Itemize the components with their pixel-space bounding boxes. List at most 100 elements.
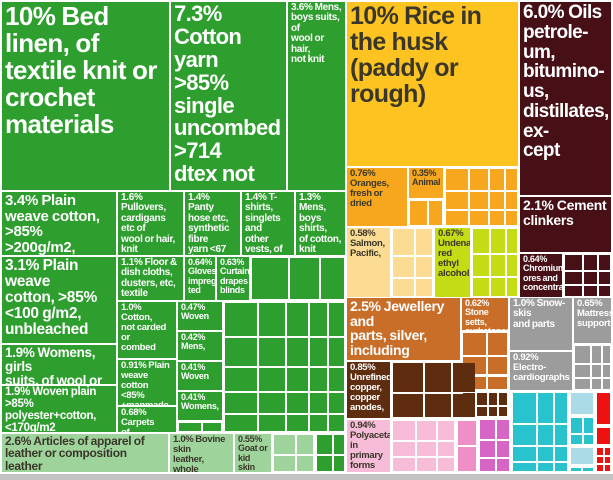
treemap-cell-unlabeled[interactable] [513,393,537,423]
treemap-cell-unlabeled[interactable] [476,406,487,416]
treemap-cell[interactable]: 0.67% Undenatu- red ethyl alcohol [435,228,470,297]
treemap-cell-unlabeled[interactable] [286,368,308,391]
treemap-cell-unlabeled[interactable] [497,420,509,440]
treemap-cell[interactable]: 0.55% Goat or kid skin leather, [235,434,271,472]
treemap-cell-unlabeled[interactable] [458,421,476,445]
treemap-cell-unlabeled[interactable] [289,258,319,299]
treemap-cell-unlabeled[interactable] [424,363,452,392]
treemap-cell-unlabeled[interactable] [329,414,344,431]
treemap-cell-unlabeled[interactable] [453,363,475,392]
treemap-cell-unlabeled[interactable] [506,255,517,276]
treemap-cell-unlabeled[interactable] [598,286,610,296]
treemap-cell-unlabeled[interactable] [446,211,469,225]
treemap-cell[interactable]: 0.63% Curtains drapes blinds [217,257,249,300]
treemap-cell-unlabeled[interactable] [575,379,590,389]
treemap-cell-unlabeled[interactable] [286,338,308,366]
treemap-cell[interactable]: 0.64% Chromium ores and concentrates [520,254,562,297]
treemap-cell-unlabeled[interactable] [225,392,257,413]
treemap-cell[interactable]: 0.94% Polyacetals, in primary forms [347,420,390,472]
treemap-cell-unlabeled[interactable] [309,303,328,337]
treemap-cell-unlabeled[interactable] [329,303,344,337]
treemap-cell[interactable]: 2.1% Cement clinkers [520,197,611,252]
treemap-cell[interactable]: 1.4% T-shirts, singlets and other vests,… [242,192,294,255]
treemap-cell-unlabeled[interactable] [565,272,582,285]
treemap-cell-unlabeled[interactable] [309,368,328,391]
treemap-cell-unlabeled[interactable] [591,364,601,378]
treemap-cell-unlabeled[interactable] [320,258,344,299]
treemap-cell-unlabeled[interactable] [604,465,610,471]
treemap-cell-unlabeled[interactable] [488,406,498,416]
treemap-cell-unlabeled[interactable] [583,272,597,285]
treemap-cell-unlabeled[interactable] [499,393,507,405]
treemap-cell-unlabeled[interactable] [334,455,344,471]
treemap-cell-unlabeled[interactable] [410,201,427,225]
treemap-cell-unlabeled[interactable] [446,169,469,191]
treemap-cell-unlabeled[interactable] [506,277,517,296]
treemap-cell-unlabeled[interactable] [393,279,414,296]
treemap-cell-unlabeled[interactable] [274,435,295,454]
treemap-cell-unlabeled[interactable] [480,441,496,457]
treemap-cell-unlabeled[interactable] [286,392,308,413]
treemap-cell-unlabeled[interactable] [274,455,295,471]
treemap-cell-unlabeled[interactable] [258,338,285,366]
treemap-cell[interactable]: 1.0% Bovine skin leather, whole [170,434,233,472]
treemap-cell-unlabeled[interactable] [505,192,517,210]
treemap-cell[interactable]: 1.0% Snow-skis and parts [510,298,572,350]
treemap-cell[interactable]: 0.41% Womens, [178,392,222,420]
treemap-cell-unlabeled[interactable] [499,406,507,416]
treemap-cell-unlabeled[interactable] [473,229,490,254]
treemap-cell-unlabeled[interactable] [415,256,432,278]
treemap-cell[interactable]: 0.76% Oranges, fresh or dried [347,168,407,226]
treemap-cell-unlabeled[interactable] [296,455,313,471]
treemap-cell-unlabeled[interactable] [476,393,487,405]
treemap-cell-unlabeled[interactable] [329,392,344,413]
treemap-cell-unlabeled[interactable] [225,338,257,366]
treemap-cell-unlabeled[interactable] [393,363,423,392]
treemap-cell-unlabeled[interactable] [598,272,610,285]
treemap-cell-unlabeled[interactable] [473,277,490,296]
treemap-cell-unlabeled[interactable] [505,211,517,225]
treemap-cell[interactable]: 0.58% Salmon, Pacific, [347,228,390,297]
treemap-cell-unlabeled[interactable] [470,169,488,191]
treemap-cell-unlabeled[interactable] [470,211,488,225]
treemap-cell-unlabeled[interactable] [489,192,504,210]
treemap-cell-unlabeled[interactable] [309,392,328,413]
treemap-cell-unlabeled[interactable] [583,255,597,271]
treemap-cell-unlabeled[interactable] [575,364,590,378]
treemap-cell-unlabeled[interactable] [488,333,507,356]
treemap-cell-unlabeled[interactable] [437,421,454,440]
treemap-cell-unlabeled[interactable] [258,303,285,337]
treemap-cell[interactable]: 0.92% Electro-cardiographs [510,352,572,390]
treemap-cell-unlabeled[interactable] [555,393,567,423]
treemap-cell-unlabeled[interactable] [329,368,344,391]
treemap-cell-unlabeled[interactable] [538,425,553,446]
treemap-cell-unlabeled[interactable] [597,456,603,463]
treemap-cell-unlabeled[interactable] [602,379,610,389]
treemap-cell-unlabeled[interactable] [491,229,505,254]
treemap-cell[interactable]: 1.0% Cotton, not carded or combed [118,302,176,358]
treemap-cell[interactable]: 0.65% Mattress supports [574,298,611,343]
treemap-cell[interactable]: 7.3% Cotton yarn >85% single uncombed >7… [171,2,286,190]
treemap-cell[interactable]: 0.35% Animal [409,168,443,198]
treemap-cell-unlabeled[interactable] [393,256,414,278]
treemap-cell-unlabeled[interactable] [286,414,308,431]
treemap-cell-unlabeled[interactable] [203,423,221,431]
treemap-cell-unlabeled[interactable] [480,420,496,440]
treemap-cell-unlabeled[interactable] [415,279,432,296]
treemap-cell-unlabeled[interactable] [538,447,553,462]
treemap-cell-unlabeled[interactable] [489,169,504,191]
treemap-cell-unlabeled[interactable] [575,346,590,363]
treemap-cell[interactable]: 1.4% Panty hose etc, synthetic fibre yar… [185,192,240,255]
treemap-cell-unlabeled[interactable] [565,255,582,271]
treemap-cell-unlabeled[interactable] [597,448,603,455]
treemap-cell-unlabeled[interactable] [428,201,442,225]
treemap-cell-unlabeled[interactable] [602,364,610,378]
treemap-cell-unlabeled[interactable] [258,392,285,413]
treemap-cell-unlabeled[interactable] [258,368,285,391]
treemap-cell-unlabeled[interactable] [225,368,257,391]
treemap-cell-unlabeled[interactable] [480,458,496,471]
treemap-cell-unlabeled[interactable] [602,346,610,363]
treemap-cell-unlabeled[interactable] [491,277,505,296]
treemap-cell-unlabeled[interactable] [597,465,603,471]
treemap-cell[interactable]: 1.9% Womens, girls suits, of wool or hai… [2,345,116,384]
